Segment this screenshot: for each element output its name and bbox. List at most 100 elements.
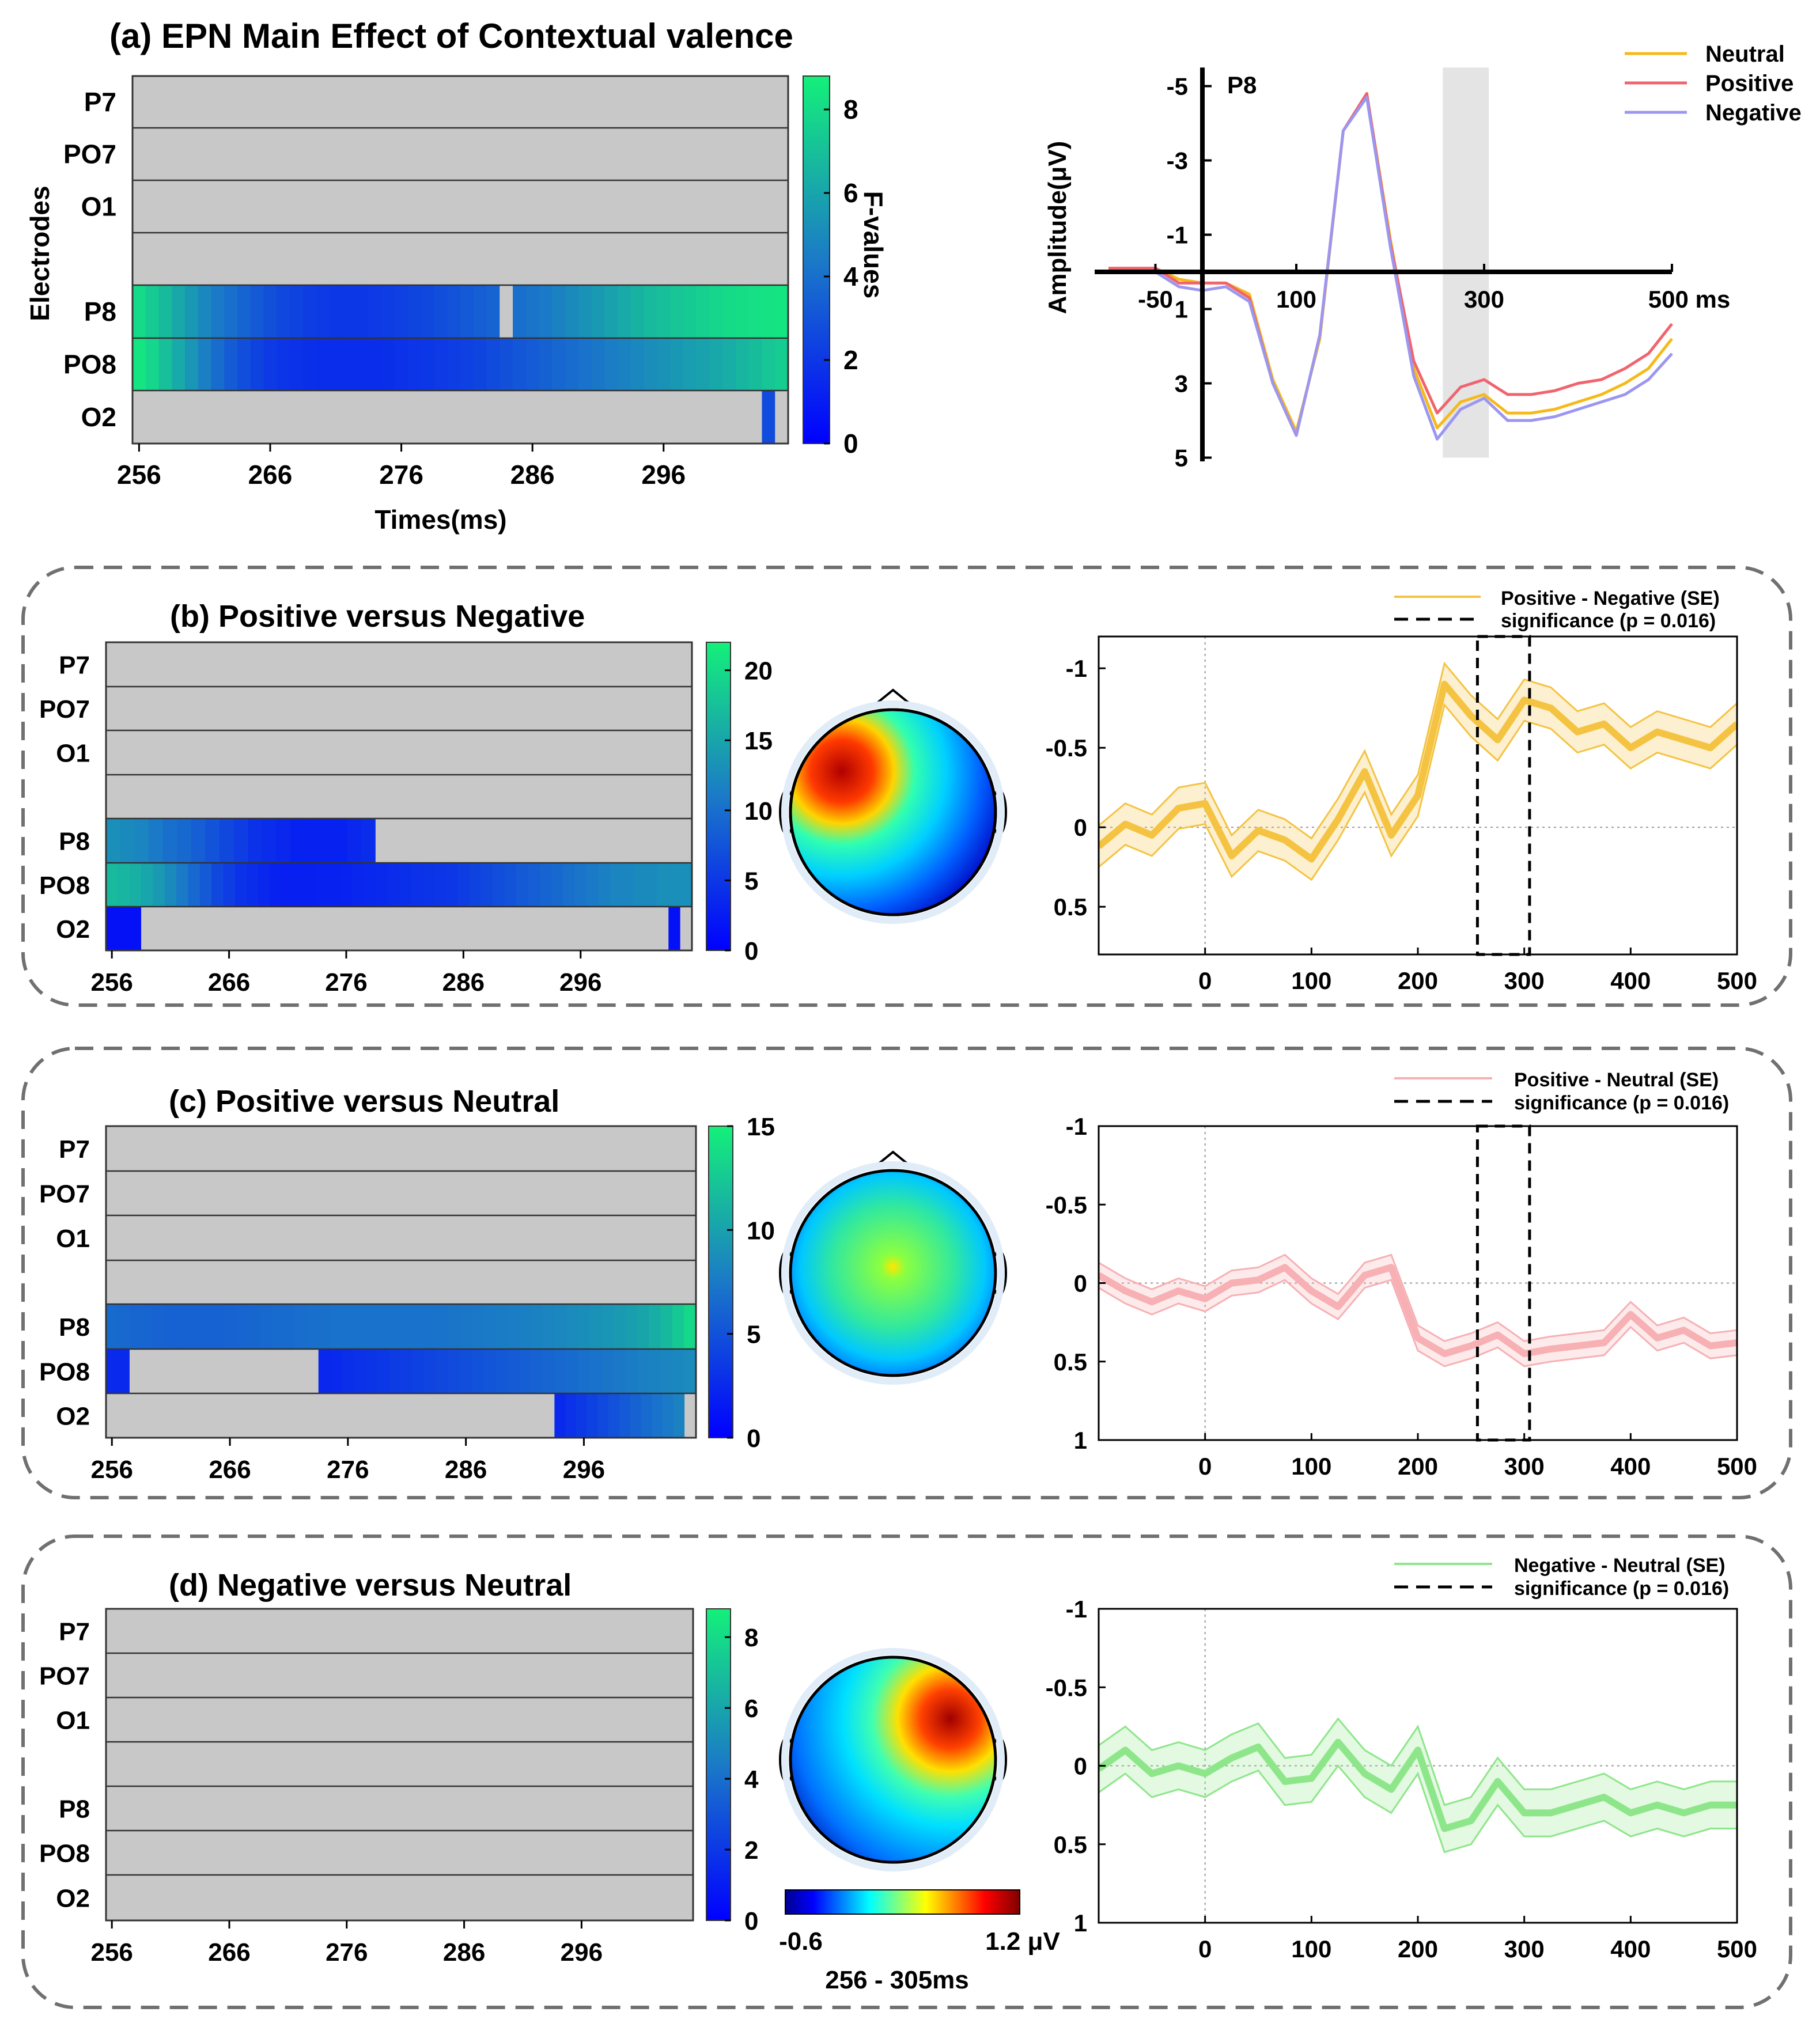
heatmap-cell	[141, 1304, 154, 1349]
erp-y-tick-label: 3	[1175, 370, 1188, 397]
electrode-label-p8: P8	[84, 297, 116, 327]
heatmap-cell	[164, 863, 177, 907]
heatmap-cell	[722, 285, 736, 338]
colorbar-tick-label: 0	[843, 429, 858, 459]
heatmap-cell	[294, 1304, 307, 1349]
heatmap-cell	[539, 338, 553, 391]
heatmap-cell	[660, 1304, 673, 1349]
heatmap-cell	[434, 863, 447, 907]
heatmap-frame	[105, 1125, 697, 1439]
heatmap-cell	[236, 1304, 248, 1349]
heatmap-cell	[354, 1349, 366, 1393]
erp-x-tick-label: 100	[1276, 286, 1316, 313]
heatmap-cell	[608, 1393, 620, 1438]
heatmap-cell	[106, 907, 142, 950]
heatmap-cell	[185, 285, 199, 338]
heatmap-cell	[342, 1349, 354, 1393]
panel-b-frame	[21, 566, 1792, 1007]
heatmap-cell	[177, 819, 192, 863]
heatmap-cell	[199, 863, 212, 907]
heatmap-cell	[601, 1349, 614, 1393]
diff-x-tick-label: 100	[1291, 1453, 1331, 1480]
heatmap-cell	[578, 1304, 591, 1349]
heatmap-cell	[504, 863, 517, 907]
heatmap-cell	[516, 863, 528, 907]
heatmap-cell	[368, 338, 383, 391]
time-tick-label: 286	[443, 1938, 485, 1967]
heatmap-cell	[447, 338, 461, 391]
heatmap-cell	[355, 338, 369, 391]
heatmap-nonsig-cell	[375, 819, 470, 863]
erp-x-tick-label: -50	[1138, 286, 1173, 313]
heatmap-cell	[375, 863, 388, 907]
heatmap-cell	[129, 863, 142, 907]
colorbar-tick-label: 0	[744, 937, 758, 965]
diff-y-tick-label: 1	[1074, 1427, 1087, 1454]
heatmap-cell	[513, 338, 527, 391]
time-tick-label: 296	[641, 460, 686, 490]
diff-y-tick-label: 0	[1074, 1270, 1087, 1297]
heatmap-frame	[105, 641, 693, 952]
colorbar	[708, 1126, 733, 1438]
diff-y-tick-label: -1	[1066, 1596, 1087, 1623]
heatmap-cell	[649, 1304, 661, 1349]
heatmap-cell	[566, 1349, 578, 1393]
time-tick-label: 296	[559, 968, 601, 997]
heatmap-cell	[329, 285, 343, 338]
diff-se-band	[1099, 1253, 1737, 1367]
heatmap-cell	[434, 285, 448, 338]
heatmap-cell	[410, 863, 423, 907]
heatmap-cell	[684, 1349, 697, 1393]
heatmap-cell	[630, 338, 645, 391]
diff-y-tick-label: 0	[1074, 1753, 1087, 1780]
heatmap-cell	[355, 285, 369, 338]
heatmap-cell	[649, 1349, 661, 1393]
legend-c-sig-label: significance (p = 0.016)	[1514, 1092, 1729, 1114]
diff-x-tick-label: 0	[1198, 967, 1212, 994]
erp-x-tick-label: 300	[1464, 286, 1504, 313]
heatmap-cell	[618, 285, 631, 338]
heatmap-cell	[340, 863, 353, 907]
heatmap-cell	[270, 863, 282, 907]
heatmap-cell	[271, 1304, 283, 1349]
electrode-label-po7: PO7	[39, 695, 90, 723]
heatmap-cell	[434, 338, 448, 391]
erp-y-tick-label: 1	[1175, 296, 1188, 323]
heatmap-cell	[668, 863, 681, 907]
diff-x-tick-label: 400	[1610, 1453, 1651, 1480]
heatmap-cell	[421, 285, 435, 338]
heatmap-cell	[597, 1393, 609, 1438]
diff-x-tick-label: 100	[1291, 1935, 1331, 1962]
heatmap-cell	[709, 285, 723, 338]
legend-b-se-label: Positive - Negative (SE)	[1501, 588, 1720, 609]
diff-y-tick-label: 1	[1074, 1909, 1087, 1937]
heatmap-cell	[399, 863, 411, 907]
heatmap-cell	[447, 285, 461, 338]
heatmap-cell	[305, 863, 317, 907]
time-tick-label: 286	[442, 968, 485, 997]
heatmap-cell	[668, 907, 680, 950]
panel-a-ylabel: Electrodes	[25, 185, 55, 321]
heatmap-cell	[436, 1304, 449, 1349]
heatmap-cell	[460, 285, 474, 338]
heatmap-cell	[176, 1304, 189, 1349]
heatmap-cell	[657, 285, 671, 338]
colorbar	[706, 642, 731, 951]
heatmap-cell	[507, 1304, 520, 1349]
heatmap-cell	[519, 1304, 531, 1349]
heatmap-cell	[153, 1304, 165, 1349]
panel-a-xlabel: Times(ms)	[374, 505, 506, 535]
colorbar-tick-label: 2	[843, 345, 858, 375]
heatmap-cell	[735, 338, 750, 391]
heatmap-cell	[293, 863, 306, 907]
diff-mean-line	[1099, 1264, 1737, 1358]
heatmap-cell	[601, 1304, 614, 1349]
heatmap-cell	[448, 1349, 460, 1393]
heatmap-cell	[198, 285, 212, 338]
heatmap-cell	[469, 863, 482, 907]
colorbar	[706, 1608, 731, 1921]
diff-y-tick-label: -1	[1066, 655, 1087, 682]
heatmap-cell	[587, 1393, 598, 1438]
heatmap-cell	[680, 863, 693, 907]
